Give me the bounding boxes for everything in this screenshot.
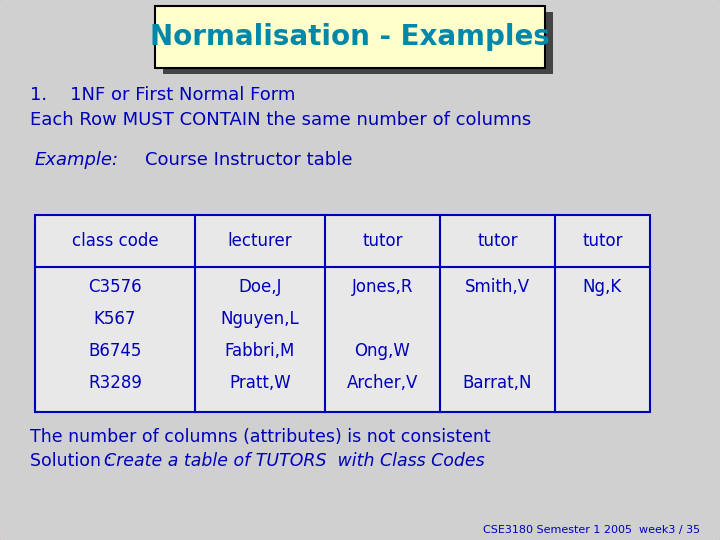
- Text: Solution :: Solution :: [30, 452, 112, 470]
- Text: Archer,V: Archer,V: [347, 374, 418, 392]
- Text: R3289: R3289: [88, 374, 142, 392]
- Text: Barrat,N: Barrat,N: [463, 374, 532, 392]
- Text: lecturer: lecturer: [228, 232, 292, 250]
- Text: CSE3180 Semester 1 2005  week3 / 35: CSE3180 Semester 1 2005 week3 / 35: [483, 525, 700, 535]
- Text: tutor: tutor: [362, 232, 402, 250]
- Text: Smith,V: Smith,V: [465, 278, 530, 296]
- Text: Course Instructor table: Course Instructor table: [145, 151, 353, 169]
- FancyBboxPatch shape: [163, 12, 553, 74]
- Text: tutor: tutor: [477, 232, 518, 250]
- Text: B6745: B6745: [89, 342, 142, 360]
- Text: The number of columns (attributes) is not consistent: The number of columns (attributes) is no…: [30, 428, 490, 446]
- Text: C3576: C3576: [88, 278, 142, 296]
- Text: Create a table of TUTORS  with Class Codes: Create a table of TUTORS with Class Code…: [104, 452, 485, 470]
- Text: Pratt,W: Pratt,W: [229, 374, 291, 392]
- Bar: [35, 215, 650, 412]
- Text: K567: K567: [94, 310, 136, 328]
- Text: Example:: Example:: [35, 151, 119, 169]
- Text: Doe,J: Doe,J: [238, 278, 282, 296]
- Text: Ong,W: Ong,W: [354, 342, 410, 360]
- Text: Fabbri,M: Fabbri,M: [225, 342, 295, 360]
- Text: Nguyen,L: Nguyen,L: [220, 310, 300, 328]
- Text: Ng,K: Ng,K: [583, 278, 622, 296]
- Text: tutor: tutor: [582, 232, 623, 250]
- Text: Jones,R: Jones,R: [352, 278, 413, 296]
- Text: Normalisation - Examples: Normalisation - Examples: [150, 23, 550, 51]
- Text: Each Row MUST CONTAIN the same number of columns: Each Row MUST CONTAIN the same number of…: [30, 111, 531, 129]
- FancyBboxPatch shape: [155, 6, 545, 68]
- Text: 1.    1NF or First Normal Form: 1. 1NF or First Normal Form: [30, 86, 295, 104]
- Text: class code: class code: [72, 232, 158, 250]
